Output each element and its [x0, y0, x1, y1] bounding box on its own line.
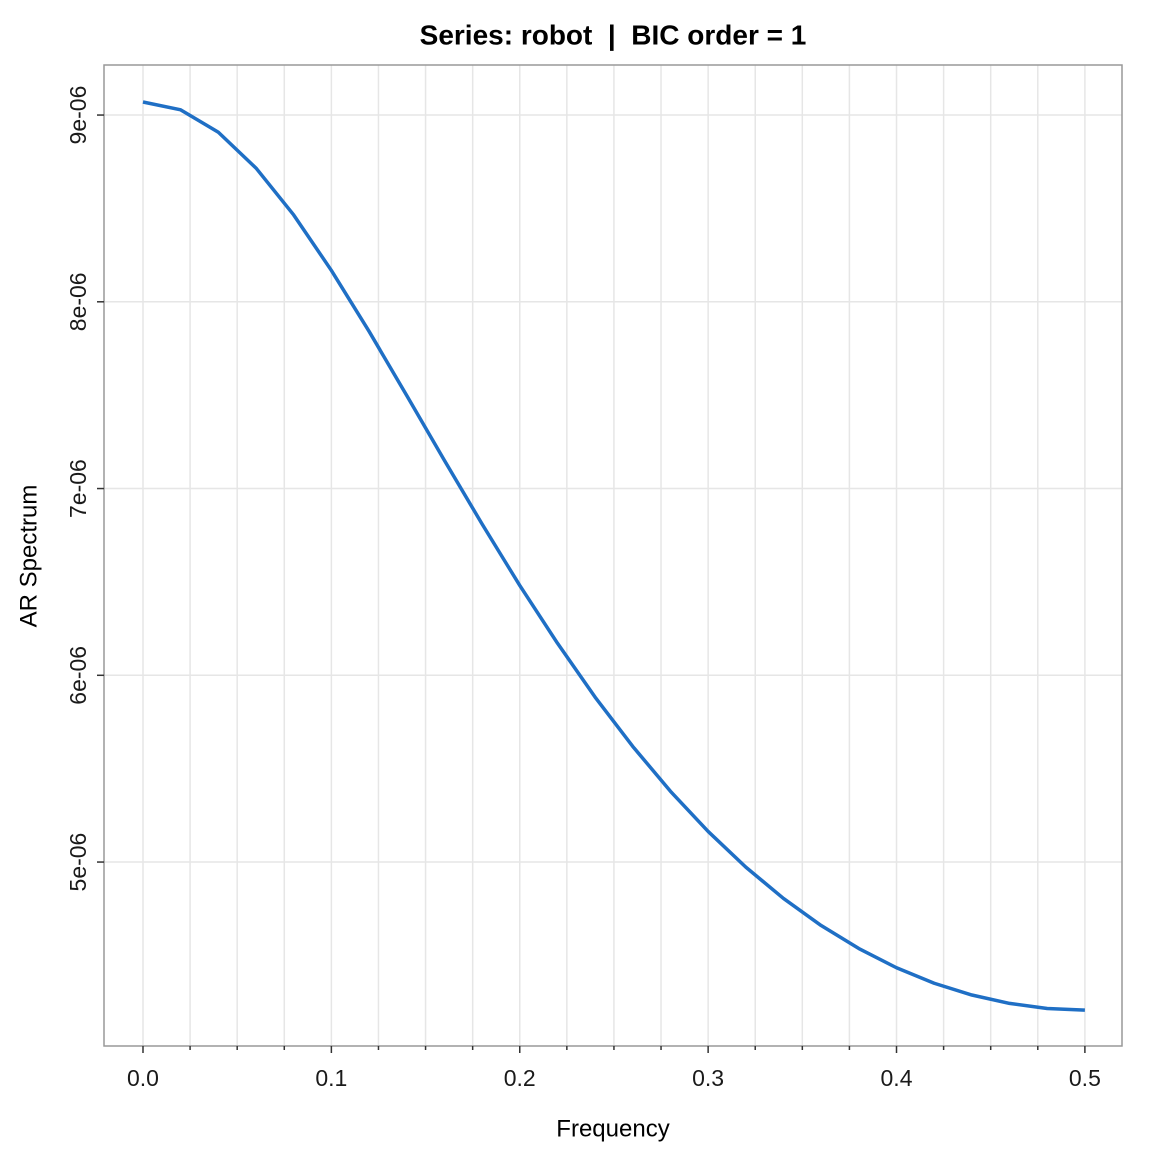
x-tick-label: 0.1	[315, 1065, 347, 1091]
y-tick-label: 7e-06	[65, 459, 91, 518]
y-tick-label: 6e-06	[65, 646, 91, 705]
chart-title: Series: robot | BIC order = 1	[420, 19, 807, 50]
x-axis-label: Frequency	[556, 1115, 669, 1142]
x-tick-label: 0.0	[127, 1065, 159, 1091]
y-axis-label: AR Spectrum	[15, 485, 42, 628]
y-tick-label: 5e-06	[65, 833, 91, 892]
x-tick-label: 0.4	[881, 1065, 913, 1091]
x-tick-label: 0.2	[504, 1065, 536, 1091]
y-tick-label: 8e-06	[65, 272, 91, 331]
y-tick-label: 9e-06	[65, 86, 91, 145]
line-series	[142, 100, 1085, 1012]
x-tick-label: 0.5	[1069, 1065, 1101, 1091]
x-tick-label: 0.3	[692, 1065, 724, 1091]
plot-border	[103, 64, 1123, 1047]
